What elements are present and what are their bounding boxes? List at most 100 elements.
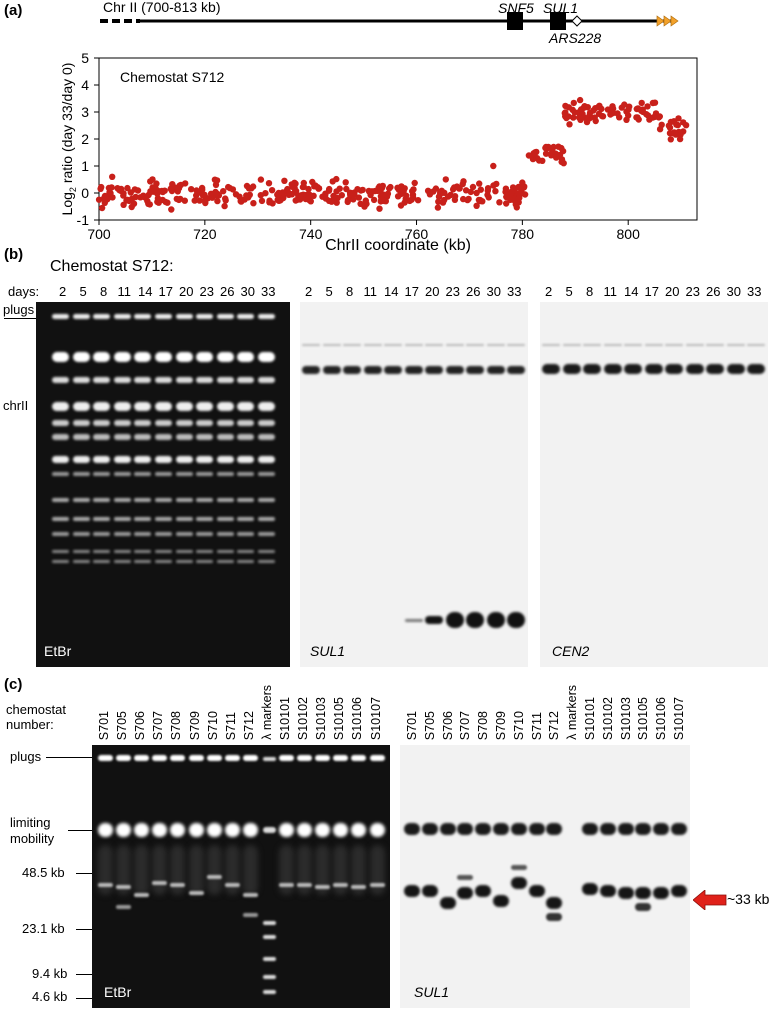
data-point [447, 191, 454, 199]
data-point [434, 204, 442, 211]
gel-band [175, 550, 193, 553]
gel-limiting-band [170, 823, 186, 837]
gel-plug-band [369, 755, 385, 761]
gel-band [72, 352, 90, 362]
data-point [258, 197, 266, 205]
gel-band [175, 472, 193, 476]
limiting-mobility-label: limiting mobility [10, 815, 55, 846]
blot-limiting-band [599, 823, 616, 835]
sul1-label-c: SUL1 [414, 984, 450, 1000]
data-point [212, 181, 220, 188]
plugs-label-b: plugs [3, 302, 35, 317]
data-point [347, 191, 354, 198]
blot-band-cen2 [685, 364, 704, 374]
data-point [292, 197, 299, 204]
gel-band [134, 517, 152, 521]
lane-label: S708 [476, 710, 491, 740]
blot-band-amplicon [507, 612, 525, 628]
blot-band-amplicon [445, 612, 464, 628]
data-point [265, 180, 273, 187]
data-point [164, 199, 171, 206]
gel-band [216, 498, 234, 502]
gel-band [175, 402, 193, 411]
gel-limiting-band [134, 823, 150, 837]
blot-limiting-band [421, 823, 438, 835]
data-point [496, 199, 503, 206]
blot-band-cen2 [747, 364, 765, 374]
day-label: 26 [466, 284, 481, 299]
blot-band-plug [665, 344, 683, 346]
day-label: 11 [117, 284, 132, 299]
gel-band [175, 420, 193, 426]
blot-band-chrii [486, 366, 505, 374]
blot-limiting-band [582, 823, 598, 835]
gene-label-sul1: SUL1 [543, 0, 579, 16]
data-point [250, 200, 257, 207]
lane-label: S10106 [654, 696, 669, 740]
gel-smear [315, 845, 331, 895]
gel-smear [279, 845, 294, 895]
gel-band [72, 498, 90, 502]
blot-amplicon-band [653, 887, 670, 899]
gel-band [113, 420, 131, 426]
lane-label: S712 [241, 710, 256, 740]
data-point [243, 192, 250, 199]
data-point [188, 186, 195, 193]
gel-band [216, 532, 234, 536]
gel-band [93, 532, 111, 536]
day-label: 14 [624, 284, 639, 299]
lane-label: S10107 [672, 696, 686, 740]
gel-limiting-band [224, 823, 240, 837]
day-label: 17 [644, 284, 659, 299]
gel-band [196, 560, 214, 563]
x-axis-label: ChrII coordinate (kb) [325, 237, 471, 254]
gel-band [237, 402, 255, 411]
data-point [441, 196, 448, 204]
gel-band [52, 456, 69, 463]
data-point [155, 199, 162, 206]
gel-band [237, 532, 255, 536]
data-point [584, 116, 591, 124]
data-point [638, 99, 645, 107]
data-point [599, 113, 607, 120]
gel-band [93, 434, 111, 440]
day-label: 17 [158, 284, 173, 299]
data-point [274, 191, 281, 198]
data-point [503, 193, 510, 201]
data-point [503, 200, 510, 207]
data-point [159, 188, 166, 196]
day-label: 33 [261, 284, 276, 299]
marker-4-label: 4.6 kb [32, 989, 68, 1004]
data-point [666, 130, 674, 137]
lane-label: S10101 [278, 696, 292, 740]
data-point [492, 188, 499, 195]
blot-band-chrii [404, 366, 423, 374]
lane-label: S10102 [296, 696, 311, 740]
data-point [614, 110, 621, 117]
gel-plug-band [152, 755, 168, 761]
marker-band [262, 827, 276, 833]
lane-label: S10103 [314, 696, 329, 740]
data-point [484, 187, 491, 194]
chemostat-header: chemostat number: [6, 702, 66, 732]
gel-band [196, 517, 214, 521]
gel-band [52, 532, 69, 536]
data-point [553, 152, 560, 160]
gel-band [72, 560, 90, 563]
gel-plug-band [206, 755, 222, 761]
marker-4-tick [76, 998, 92, 999]
gel-smear [134, 845, 150, 895]
lane-label: S706 [440, 710, 455, 740]
blot-band-plug [343, 344, 361, 346]
gel-band [258, 377, 275, 383]
log-ratio-scatter-chart: -1 0 1 2 3 4 5 700 720 740 760 780 800 ChrII coordi… [59, 50, 698, 254]
blot-band-chrii [466, 366, 484, 374]
chemostat-inset-label: Chemostat S712 [120, 69, 224, 85]
data-point [350, 196, 357, 203]
gel-band [175, 560, 193, 563]
gel-amplicon-band [333, 883, 349, 887]
marker-band [262, 935, 276, 939]
data-point [194, 189, 202, 196]
gel-band [134, 498, 152, 502]
gel-band [216, 434, 234, 440]
